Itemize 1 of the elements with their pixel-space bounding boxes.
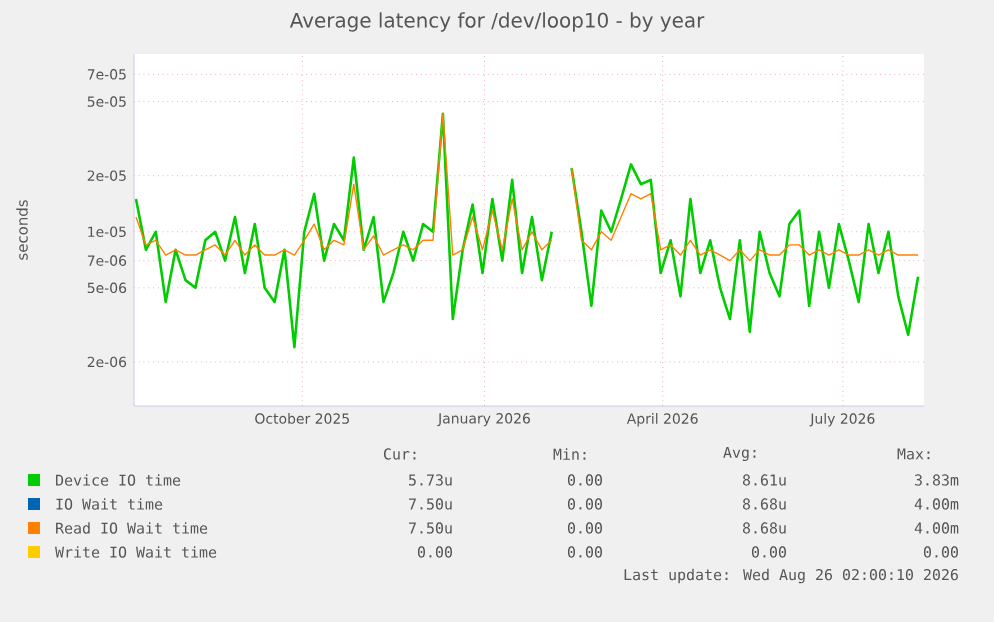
chart-title: Average latency for /dev/loop10 - by year <box>289 12 705 32</box>
